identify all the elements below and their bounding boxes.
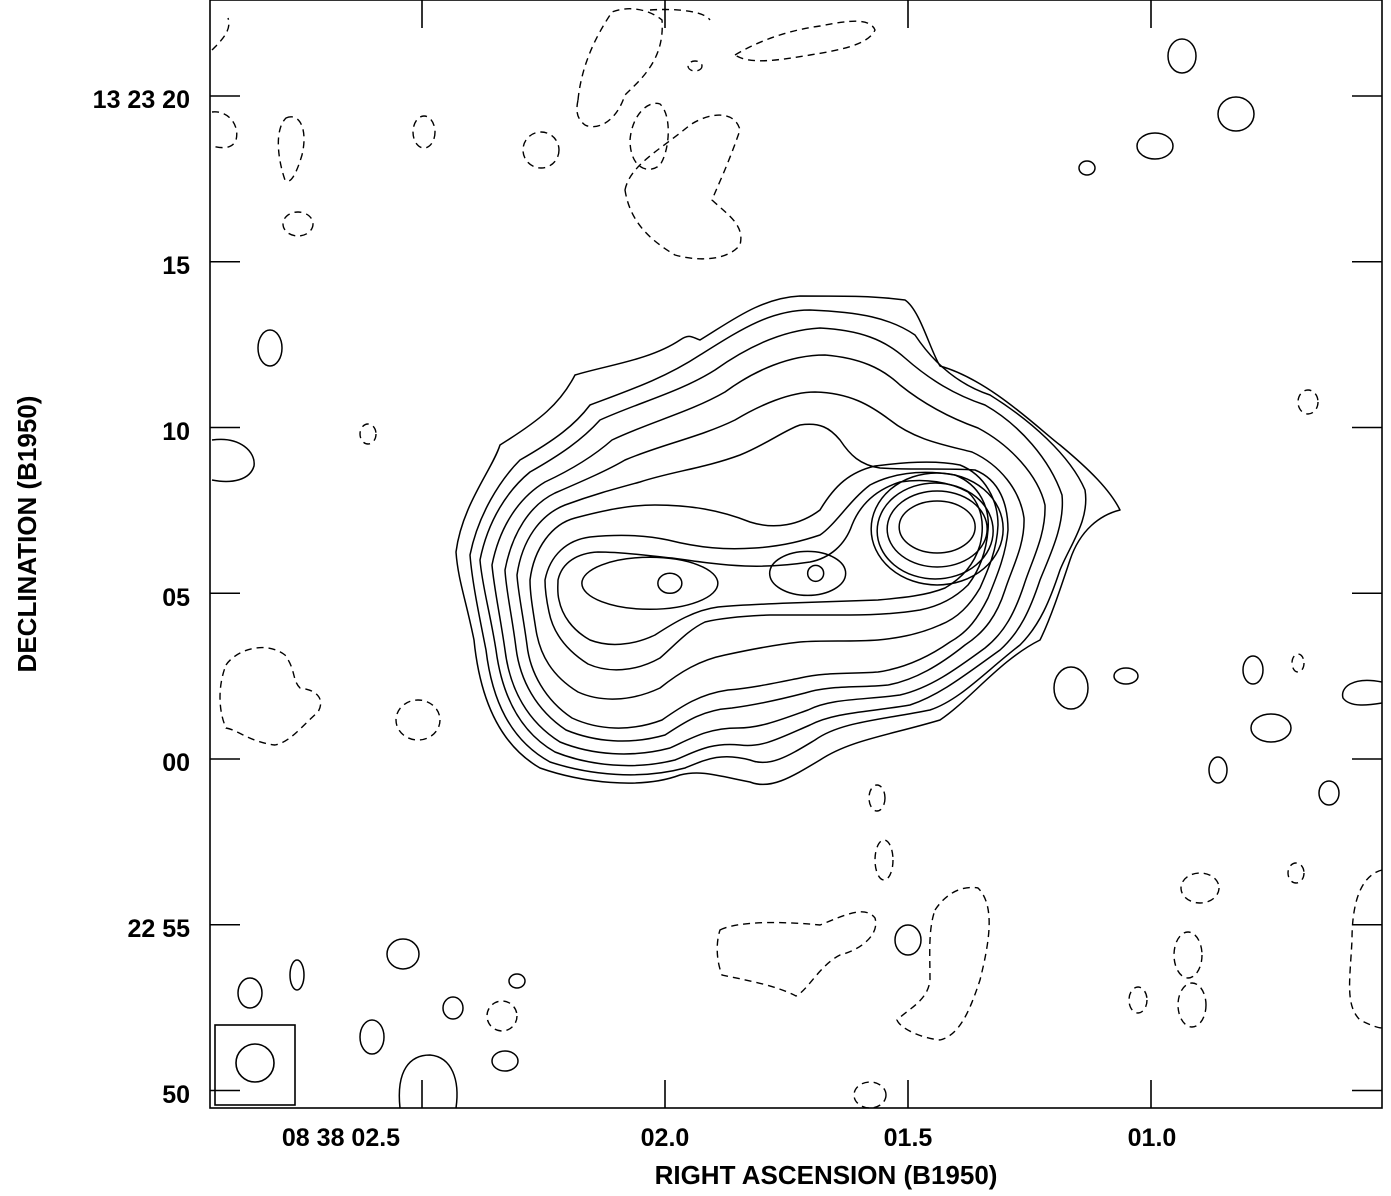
contour-level-2 [469, 309, 1087, 776]
negative-contour [1297, 389, 1319, 415]
noise-contour [442, 996, 464, 1020]
y-tick-labels: 13 23 20 15 10 05 00 22 55 50 [93, 86, 190, 1109]
noise-contour [894, 924, 922, 956]
peak-contour [581, 556, 719, 611]
negative-contour [277, 116, 305, 182]
noise-contour [237, 977, 263, 1009]
noise-contour [1250, 713, 1292, 743]
peak-contour [806, 564, 825, 583]
x-axis-title: RIGHT ASCENSION (B1950) [655, 1160, 998, 1190]
x-tick-label: 01.5 [884, 1124, 933, 1152]
negative-contour [1177, 982, 1207, 1028]
beam-frame [214, 1024, 296, 1106]
negative-contour [576, 8, 663, 128]
negative-contour [1287, 862, 1305, 884]
noise-contour [1208, 756, 1228, 784]
y-tick-label: 50 [162, 1081, 190, 1109]
x-tick-labels: 08 38 02.5 02.0 01.5 01.0 [282, 1124, 1176, 1152]
negative-contour [1128, 986, 1148, 1014]
noise-contour [1217, 96, 1255, 132]
negative-contour [1348, 869, 1383, 1029]
tick-marks [210, 0, 1382, 1108]
negative-contour [219, 646, 322, 746]
noise-contour [289, 959, 305, 991]
negative-contour [733, 20, 876, 62]
negative-contour [868, 784, 886, 812]
negative-contour [359, 423, 377, 445]
y-tick-label: 00 [162, 749, 190, 777]
negative-contour [896, 886, 990, 1041]
noise-contour [211, 438, 255, 483]
noise-contour [1136, 132, 1174, 160]
y-tick-label: 15 [162, 252, 190, 280]
contour-level-7 [529, 461, 999, 700]
noise-contour [1242, 655, 1264, 685]
noise-contour [398, 1054, 458, 1109]
noise-contour [1053, 666, 1089, 710]
noise-contour [257, 329, 283, 367]
noise-contour [508, 973, 526, 989]
negative-contour [687, 60, 703, 72]
negative-contour [624, 114, 742, 260]
y-axis-title: DECLINATION (B1950) [12, 396, 42, 673]
negative-contour [522, 131, 560, 169]
negative-contour [412, 115, 436, 149]
peak-contour [876, 482, 994, 580]
noise-contour [359, 1019, 385, 1055]
negative-contour [1180, 872, 1220, 904]
noise-positive-contours [211, 38, 1383, 1109]
negative-contour [629, 102, 669, 170]
negative-contour [853, 1081, 887, 1109]
noise-contour [1167, 38, 1197, 74]
negative-contour [716, 911, 877, 997]
peak-contours [581, 472, 1004, 611]
peak-contour [657, 572, 683, 595]
noise-contour [1113, 667, 1139, 685]
plot-frame [209, 0, 1383, 1109]
contour-level-3 [479, 327, 1064, 767]
peak-contour [898, 500, 976, 554]
x-tick-label: 02.0 [641, 1124, 690, 1152]
noise-negative-contours [211, 8, 1383, 1109]
negative-contour [211, 17, 230, 51]
beam-box [214, 1024, 296, 1106]
peak-contour [768, 550, 847, 597]
negative-contour [486, 1000, 518, 1032]
noise-contour [1318, 780, 1340, 806]
noise-contour [386, 938, 420, 970]
negative-contour [1173, 931, 1203, 979]
negative-contour [211, 111, 238, 149]
negative-contour [649, 8, 711, 21]
contour-level-6 [516, 423, 1009, 729]
negative-contour [395, 699, 441, 741]
y-tick-label: 10 [162, 418, 190, 446]
x-tick-label: 01.0 [1128, 1124, 1177, 1152]
x-tick-label: 08 38 02.5 [282, 1124, 400, 1152]
y-tick-label: 13 23 20 [93, 86, 190, 114]
y-tick-label: 05 [162, 584, 190, 612]
contour-level-5 [504, 391, 1025, 742]
negative-contour [1291, 653, 1305, 673]
noise-contour [1078, 160, 1096, 176]
contour-level-8 [544, 471, 989, 671]
beam-ellipse [235, 1043, 275, 1083]
peak-contour [870, 472, 1004, 586]
noise-contour [1341, 679, 1383, 706]
noise-contour [491, 1050, 519, 1072]
contour-level-1 [455, 295, 1121, 786]
negative-contour [282, 211, 314, 237]
contour-level-4 [491, 354, 1046, 755]
negative-contour [874, 839, 894, 881]
radio-source-contours [455, 295, 1121, 786]
y-tick-label: 22 55 [127, 915, 190, 943]
peak-contour [886, 490, 988, 568]
contour-level-9 [557, 479, 983, 646]
